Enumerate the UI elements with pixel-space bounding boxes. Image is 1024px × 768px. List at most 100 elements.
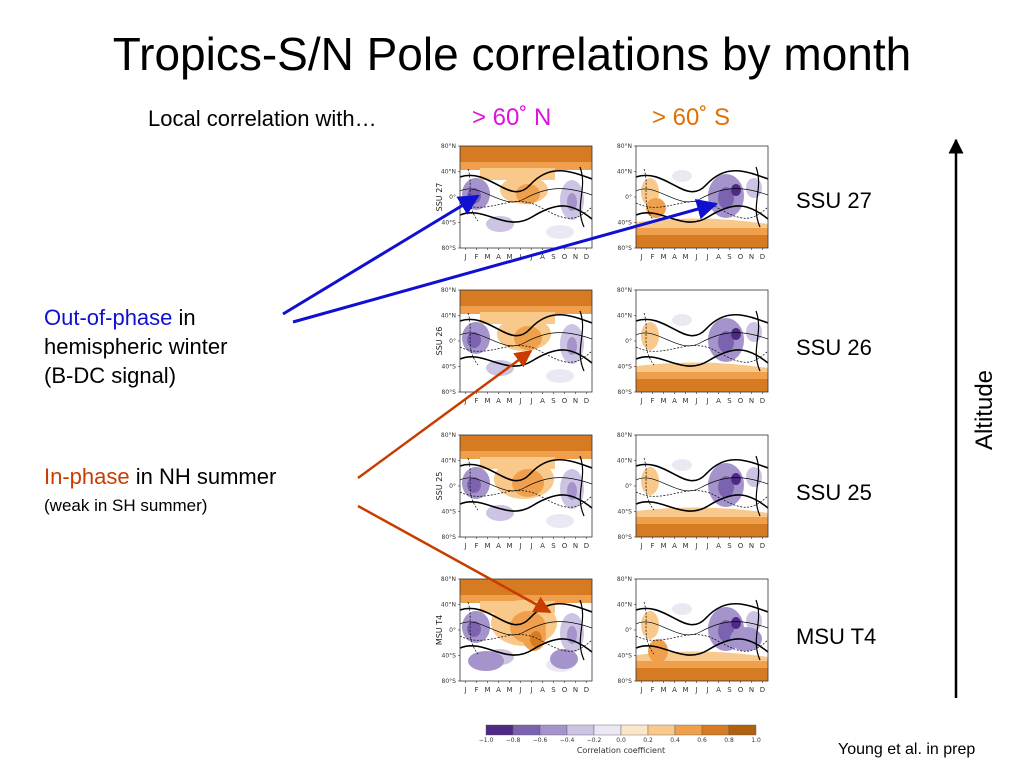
in-phase-rest: in NH summer (129, 464, 277, 489)
polar-cap-patch (636, 378, 768, 392)
month-tick-label: J (518, 397, 521, 405)
contour-line (636, 634, 768, 652)
field-patch (460, 306, 592, 314)
contour-line (460, 494, 592, 512)
field-patch (486, 360, 514, 376)
month-tick-label: F (650, 686, 654, 694)
month-tick-label: A (716, 397, 721, 405)
month-tick-label: N (749, 542, 754, 550)
panel-field (460, 435, 592, 537)
panel-graphic: 80°N40°N0°40°S80°SJ F M A M J J A S O N D (617, 287, 769, 405)
lat-tick-label: 0° (449, 338, 456, 345)
lat-tick-label: 0° (449, 194, 456, 201)
month-tick-label: J (518, 542, 521, 550)
month-tick-label: A (716, 686, 721, 694)
credit-text: Young et al. in prep (838, 741, 976, 758)
month-tick-label: N (573, 542, 578, 550)
month-tick-label: J (639, 397, 642, 405)
field-patch (460, 451, 592, 459)
in-phase-highlight: In-phase (44, 464, 130, 489)
colorbar-tick-label: 0.6 (697, 737, 707, 744)
field-patch (636, 370, 768, 379)
out-of-phase-arrow-n (282, 194, 480, 316)
field-patch (636, 362, 768, 372)
month-tick-label: M (682, 397, 688, 405)
in-phase-line2: (weak in SH summer) (44, 496, 208, 515)
polar-cap-patch (460, 146, 592, 162)
contour-line (643, 601, 655, 655)
contour-line (636, 170, 768, 193)
field-patch (672, 314, 692, 326)
polar-cap-patch (460, 435, 592, 451)
month-tick-label: O (738, 686, 744, 694)
lat-tick-label: 80°S (442, 534, 457, 541)
month-tick-label: J (694, 686, 697, 694)
month-tick-label: M (484, 253, 490, 261)
month-tick-label: M (682, 253, 688, 261)
contour-line (579, 310, 585, 372)
month-tick-label: J (694, 397, 697, 405)
lat-tick-label: 40°S (618, 364, 633, 371)
month-tick-label: M (660, 686, 666, 694)
month-tick-label: A (672, 253, 677, 261)
contour-line (460, 345, 592, 363)
contour-line (460, 634, 592, 652)
lat-tick-label: 80°S (442, 245, 457, 252)
month-tick-label: M (682, 542, 688, 550)
contour-line (467, 312, 479, 366)
lat-tick-label: 80°N (617, 143, 632, 150)
colorbar-tick-label: −0.2 (587, 737, 602, 744)
field-patch (486, 216, 514, 232)
lat-tick-label: 0° (625, 483, 632, 490)
month-tick-label: D (760, 397, 765, 405)
month-tick-label: S (727, 542, 732, 550)
field-patch (731, 184, 741, 196)
field-patch (718, 331, 734, 353)
month-tick-label: M (660, 397, 666, 405)
contour-line (636, 638, 768, 656)
month-tick-label: N (749, 253, 754, 261)
lat-tick-label: 80°N (441, 143, 456, 150)
panel-variable-label: MSU T4 (435, 615, 444, 645)
panel-ssu27-south: 80°N 40°N 0° 40°S 80°S J F M A M J J A S O N D (606, 140, 772, 266)
colorbar-tick-label: 0.0 (616, 737, 626, 744)
contour-line (460, 314, 592, 337)
colorbar-tick-label: 1.0 (751, 737, 761, 744)
field-patch (641, 467, 659, 495)
field-patch (480, 168, 555, 180)
month-tick-label: S (727, 397, 732, 405)
contour-line (636, 490, 768, 508)
lat-tick-label: 0° (625, 627, 632, 634)
panel-graphic: 80°N40°N0°40°S80°SJ F M A M J J A S O N D (617, 143, 769, 261)
lat-tick-label: 40°S (618, 509, 633, 516)
field-patch (530, 631, 542, 647)
contour-line (636, 332, 768, 347)
contour-line (636, 477, 768, 492)
field-patch (550, 649, 578, 669)
month-tick-label: D (584, 542, 589, 550)
field-patch (636, 515, 768, 524)
month-tick-label: A (496, 542, 501, 550)
lat-tick-label: 40°N (441, 458, 456, 465)
month-tick-label: S (551, 542, 556, 550)
colorbar-swatch (728, 724, 757, 736)
out-of-phase-line3: (B-DC signal) (44, 363, 177, 388)
column-header-south: > 60˚ S (652, 104, 731, 131)
contour-line (643, 312, 655, 366)
colorbar-tick-label: −0.4 (560, 737, 575, 744)
lat-tick-label: 80°N (617, 576, 632, 583)
field-patch (672, 603, 692, 615)
contour-line (579, 166, 585, 228)
field-patch (731, 617, 741, 629)
month-tick-label: O (738, 542, 744, 550)
month-tick-label: O (562, 686, 568, 694)
month-tick-label: D (760, 253, 765, 261)
lat-tick-label: 80°N (617, 287, 632, 294)
contour-line (460, 638, 592, 656)
in-phase-arrow-ssu26 (357, 349, 533, 480)
colorbar-tick-label: 0.8 (724, 737, 734, 744)
month-tick-label: J (705, 397, 708, 405)
field-patch (672, 459, 692, 471)
month-tick-label: O (562, 397, 568, 405)
